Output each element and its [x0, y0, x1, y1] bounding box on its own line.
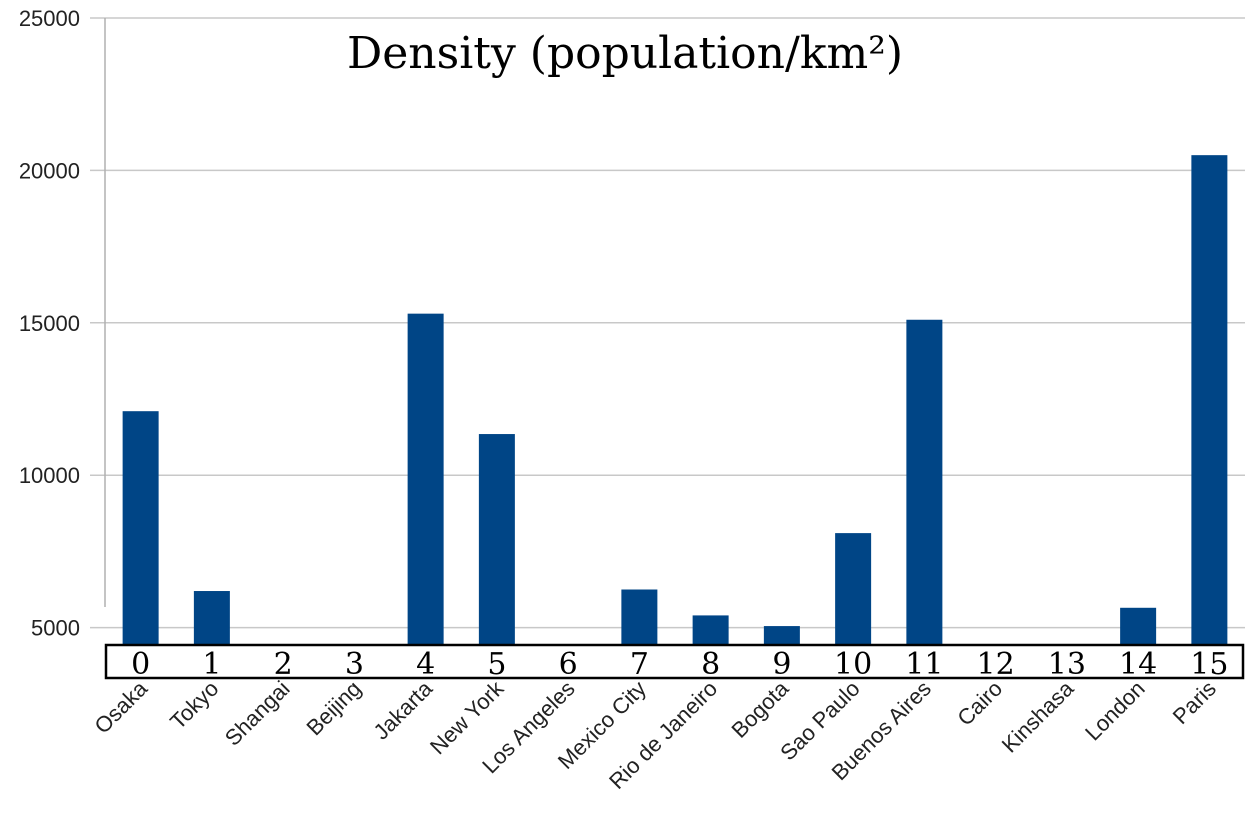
- x-tick-label: Bogota: [726, 675, 794, 743]
- bar: [692, 615, 729, 646]
- bar: [478, 434, 515, 646]
- x-tick-label: Tokyo: [165, 676, 223, 734]
- index-label: 3: [345, 647, 364, 682]
- bar: [906, 319, 943, 646]
- index-label: 15: [1190, 647, 1228, 682]
- index-label: 12: [977, 647, 1015, 682]
- x-tick-label: Kinshasa: [997, 675, 1079, 757]
- index-label: 2: [274, 647, 293, 682]
- x-tick-label: Beijing: [302, 676, 366, 740]
- gridlines: [90, 17, 1245, 629]
- y-tick-label: 20000: [19, 158, 80, 183]
- x-tick-label: Osaka: [90, 675, 153, 738]
- index-label: 11: [905, 647, 943, 682]
- x-tick-label: Paris: [1168, 676, 1221, 729]
- x-tick-label: Cairo: [952, 676, 1007, 731]
- index-label: 5: [487, 647, 506, 682]
- index-label: 0: [131, 647, 150, 682]
- index-label: 14: [1119, 647, 1157, 682]
- index-label: 7: [630, 647, 649, 682]
- bar: [621, 589, 658, 646]
- index-labels: 0 1 2 3 4 5 6 7 8 9 10 11 12 13 14 15: [131, 647, 1228, 682]
- index-label: 4: [416, 647, 435, 682]
- y-tick-label: 5000: [31, 616, 80, 641]
- chart-title: Density (population/km²): [347, 28, 903, 79]
- y-tick-label: 15000: [19, 311, 80, 336]
- index-label: 6: [559, 647, 578, 682]
- index-label: 9: [772, 647, 791, 682]
- bar: [1120, 607, 1157, 646]
- y-tick-label: 10000: [19, 463, 80, 488]
- index-box: [104, 643, 1245, 680]
- x-tick-label: Jakarta: [368, 675, 437, 744]
- bar: [193, 591, 230, 646]
- y-axis-ticks: 5000 10000 15000 20000 25000: [19, 6, 80, 641]
- index-label: 8: [701, 647, 720, 682]
- y-tick-label: 25000: [19, 6, 80, 31]
- bar: [763, 626, 800, 646]
- bar: [122, 411, 159, 646]
- index-label: 1: [202, 647, 221, 682]
- bars: [122, 155, 1228, 646]
- x-tick-label: London: [1080, 676, 1150, 746]
- bar: [835, 533, 872, 646]
- index-label: 13: [1048, 647, 1086, 682]
- index-label: 10: [834, 647, 872, 682]
- bar: [407, 313, 444, 646]
- bar: [1191, 155, 1228, 646]
- x-tick-label: Shangai: [220, 676, 295, 751]
